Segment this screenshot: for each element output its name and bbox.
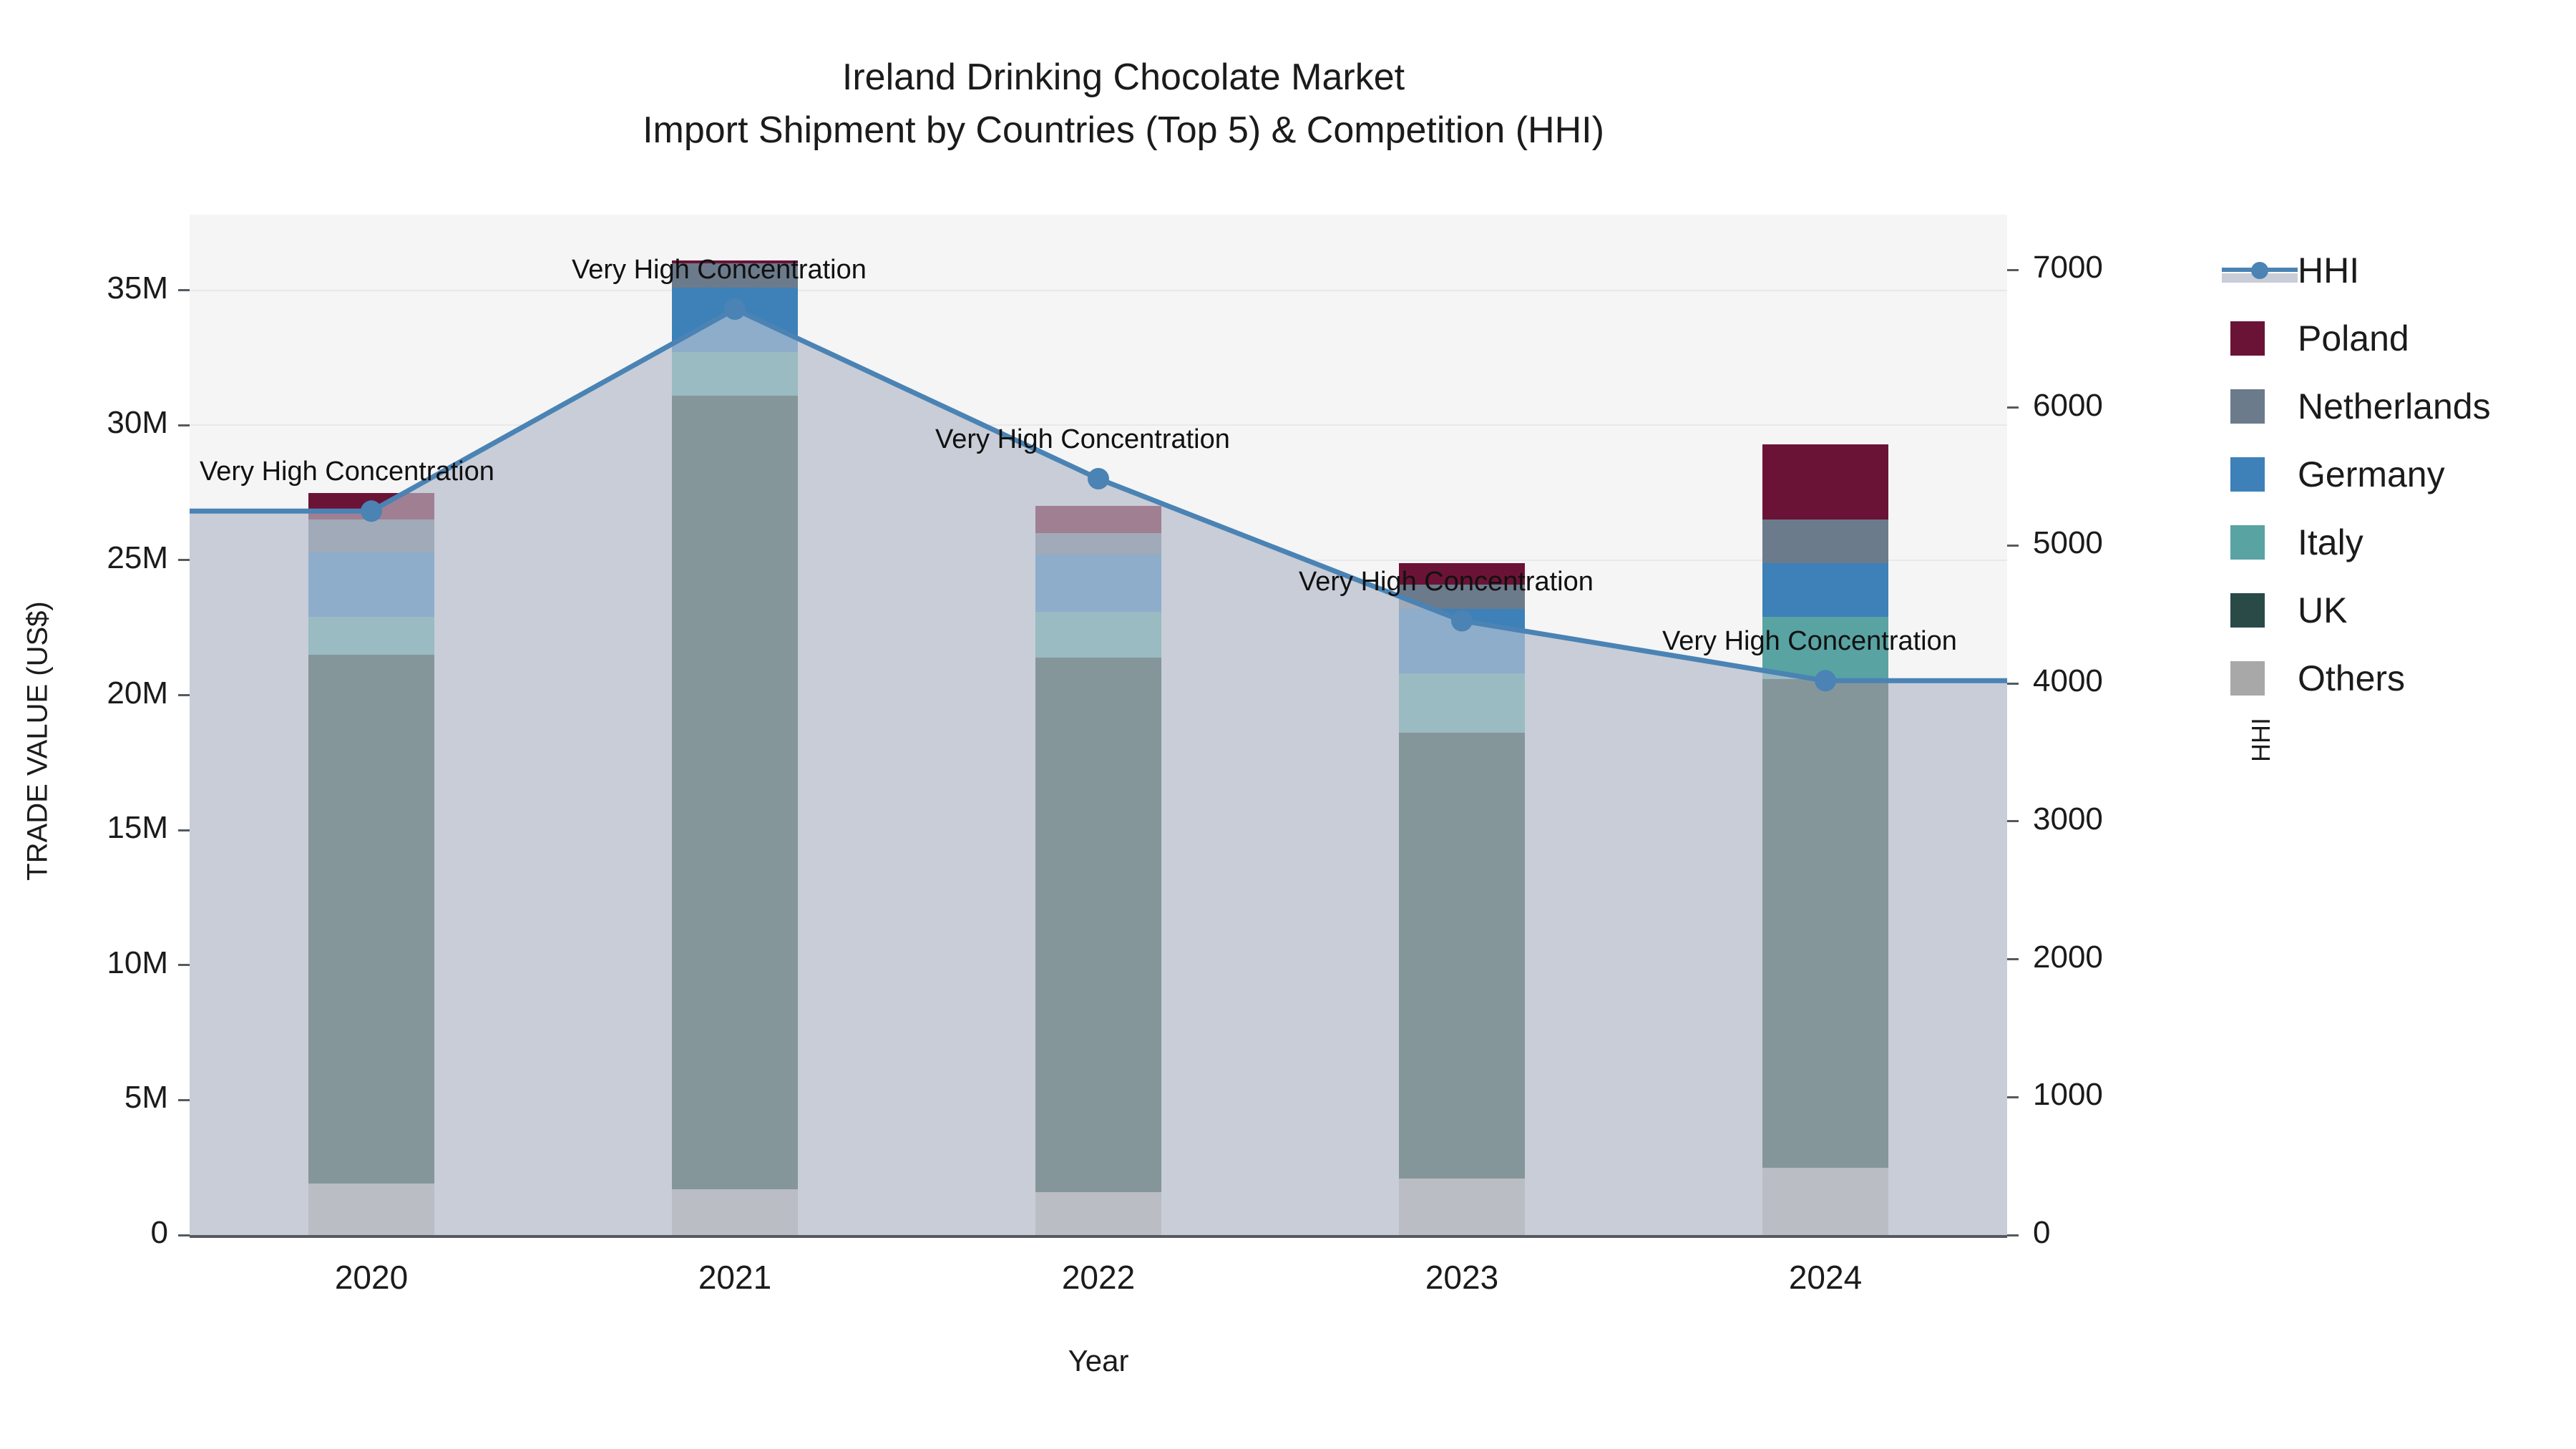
- legend: HHI Poland Netherlands Germany Italy UK Others: [2222, 236, 2558, 712]
- y-tick-mark-left: [178, 289, 190, 292]
- y-tick-mark-left: [178, 964, 190, 967]
- annotation-2020: Very High Concentration: [200, 457, 494, 487]
- y-tick-mark-right: [2007, 406, 2019, 409]
- y-tick-left-5M: 5M: [124, 1080, 168, 1116]
- y-tick-mark-left: [178, 829, 190, 831]
- y-tick-mark-right: [2007, 958, 2019, 961]
- legend-swatch-icon: [2230, 525, 2265, 560]
- legend-item-germany[interactable]: Germany: [2222, 440, 2558, 508]
- legend-label: Netherlands: [2298, 386, 2491, 426]
- y-tick-left-20M: 20M: [107, 675, 168, 711]
- legend-swatch-icon: [2230, 389, 2265, 424]
- x-tick-2020: 2020: [334, 1259, 409, 1296]
- gridline: [190, 289, 2007, 291]
- bar-segment-netherlands-2021: [672, 263, 798, 288]
- y-tick-right-4000: 4000: [2033, 663, 2103, 699]
- y-tick-left-0: 0: [150, 1215, 168, 1250]
- y-tick-mark-right: [2007, 544, 2019, 547]
- legend-item-hhi[interactable]: HHI: [2222, 236, 2558, 304]
- legend-swatch-icon: [2230, 321, 2265, 356]
- bar-segment-poland-2021: [672, 260, 798, 263]
- legend-swatch-icon: [2230, 660, 2265, 696]
- y-tick-mark-left: [178, 424, 190, 426]
- annotation-2023: Very High Concentration: [1299, 566, 1594, 597]
- legend-label: Poland: [2298, 318, 2409, 358]
- legend-line-icon: [2222, 253, 2298, 288]
- annotation-2022: Very High Concentration: [935, 424, 1230, 455]
- legend-item-italy[interactable]: Italy: [2222, 508, 2558, 576]
- x-axis-line: [190, 1235, 2007, 1238]
- page-title: Ireland Drinking Chocolate Market Import…: [643, 57, 1604, 151]
- legend-swatch-icon: [2230, 457, 2265, 492]
- x-tick-2023: 2023: [1425, 1259, 1499, 1296]
- legend-item-poland[interactable]: Poland: [2222, 304, 2558, 372]
- y-tick-right-0: 0: [2033, 1215, 2051, 1250]
- annotation-2024: Very High Concentration: [1662, 626, 1957, 657]
- y-tick-right-5000: 5000: [2033, 525, 2103, 561]
- y-tick-right-7000: 7000: [2033, 250, 2103, 286]
- y-tick-right-1000: 1000: [2033, 1077, 2103, 1113]
- x-tick-2021: 2021: [698, 1259, 772, 1296]
- y-tick-left-15M: 15M: [107, 810, 168, 846]
- x-axis-label: Year: [1068, 1344, 1129, 1377]
- legend-label: Italy: [2298, 522, 2363, 562]
- y-tick-mark-left: [178, 559, 190, 562]
- y-tick-right-2000: 2000: [2033, 939, 2103, 975]
- plot-inner: [190, 215, 2007, 1235]
- y-tick-mark-right: [2007, 1096, 2019, 1098]
- legend-label: Others: [2298, 658, 2406, 698]
- annotation-2021: Very High Concentration: [572, 255, 867, 285]
- y-tick-mark-right: [2007, 682, 2019, 685]
- legend-label: Germany: [2298, 454, 2445, 494]
- y-tick-mark-right: [2007, 1234, 2019, 1236]
- y-tick-mark-right: [2007, 820, 2019, 823]
- y-axis-left-label: TRADE VALUE (US$): [21, 601, 54, 881]
- y-tick-right-6000: 6000: [2033, 387, 2103, 423]
- legend-item-netherlands[interactable]: Netherlands: [2222, 372, 2558, 440]
- legend-swatch-icon: [2230, 592, 2265, 628]
- y-tick-mark-left: [178, 1098, 190, 1101]
- y-tick-mark-right: [2007, 268, 2019, 271]
- legend-item-uk[interactable]: UK: [2222, 576, 2558, 644]
- legend-item-others[interactable]: Others: [2222, 644, 2558, 712]
- x-tick-2022: 2022: [1061, 1259, 1136, 1296]
- legend-label: UK: [2298, 590, 2348, 630]
- plot-area: [190, 215, 2007, 1235]
- y-tick-left-10M: 10M: [107, 945, 168, 980]
- y-tick-mark-left: [178, 1234, 190, 1236]
- legend-label: HHI: [2298, 250, 2360, 291]
- y-tick-left-30M: 30M: [107, 405, 168, 441]
- x-tick-2024: 2024: [1788, 1259, 1863, 1296]
- y-tick-mark-left: [178, 694, 190, 696]
- y-tick-left-25M: 25M: [107, 540, 168, 575]
- y-tick-right-3000: 3000: [2033, 801, 2103, 836]
- y-tick-left-35M: 35M: [107, 270, 168, 306]
